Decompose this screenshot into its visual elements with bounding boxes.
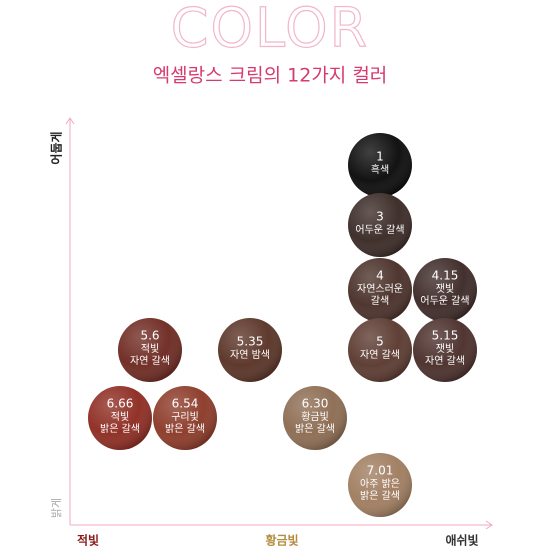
- swatch-code: 6.30: [302, 397, 329, 411]
- swatch-name: 아주 밝은: [360, 478, 400, 490]
- x-label-left: 적빛: [77, 533, 99, 548]
- title: COLOR: [171, 0, 369, 60]
- swatch-name: 잿빛: [436, 343, 454, 355]
- swatch-sheen: [413, 318, 477, 382]
- swatch-name: 밝은 갈색: [100, 422, 140, 435]
- axes: [65, 117, 493, 530]
- swatch-name: 구리빛: [171, 411, 199, 423]
- swatch-sheen: [153, 386, 217, 450]
- swatch-name: 적빛: [111, 411, 129, 423]
- swatch-code: 6.54: [172, 397, 199, 411]
- swatch-name: 자연 갈색: [425, 354, 465, 367]
- x-arrow: [485, 520, 493, 530]
- x-label-right: 애쉬빛: [445, 533, 478, 548]
- swatch-sheen: [348, 193, 412, 257]
- swatch-name: 어두운 갈색: [355, 223, 404, 236]
- swatch-code: 3: [376, 210, 384, 224]
- swatch-name: 자연 갈색: [360, 348, 400, 361]
- swatch-code: 4.15: [432, 269, 459, 283]
- swatch-name: 밝은 갈색: [165, 422, 205, 435]
- swatch-name: 잿빛: [436, 283, 454, 295]
- y-arrow: [65, 117, 75, 125]
- swatch-name: 자연스러운: [357, 283, 403, 295]
- swatch-name: 밝은 갈색: [295, 422, 335, 435]
- swatch-code: 1: [376, 150, 384, 164]
- swatch-sheen: [118, 318, 182, 382]
- swatch-sheen: [283, 386, 347, 450]
- swatch-code: 5.6: [140, 329, 159, 343]
- swatch-sheen: [218, 318, 282, 382]
- swatch-sheen: [348, 258, 412, 322]
- swatch-name: 흑색: [371, 163, 389, 176]
- swatch: 5자연 갈색: [348, 318, 412, 382]
- swatch-name: 갈색: [371, 294, 389, 307]
- swatch-sheen: [348, 133, 412, 197]
- swatch-name: 밝은 갈색: [360, 489, 400, 502]
- x-label-mid: 황금빛: [265, 533, 298, 548]
- swatch-code: 6.66: [107, 397, 134, 411]
- subtitle: 엑셀랑스 크림의 12가지 컬러: [153, 65, 388, 87]
- swatch-name: 자연 갈색: [130, 354, 170, 367]
- swatch-name: 자연 밤색: [230, 349, 270, 361]
- y-label-top: 어둡게: [49, 131, 64, 164]
- swatch-sheen: [88, 386, 152, 450]
- y-label-bottom: 밝게: [50, 498, 63, 518]
- swatch-code: 5.35: [237, 335, 264, 349]
- swatch-name: 어두운 갈색: [420, 294, 469, 307]
- swatch-name: 적빛: [141, 343, 159, 355]
- swatch-code: 7.01: [367, 464, 394, 478]
- swatch-code: 5.15: [432, 329, 459, 343]
- swatch-sheen: [413, 258, 477, 322]
- swatch-sheen: [348, 453, 412, 517]
- swatch-code: 4: [376, 269, 384, 283]
- swatch-name: 황금빛: [301, 411, 329, 423]
- swatch-sheen: [348, 318, 412, 382]
- swatch: 1흑색: [348, 133, 412, 197]
- swatch-code: 5: [376, 335, 384, 349]
